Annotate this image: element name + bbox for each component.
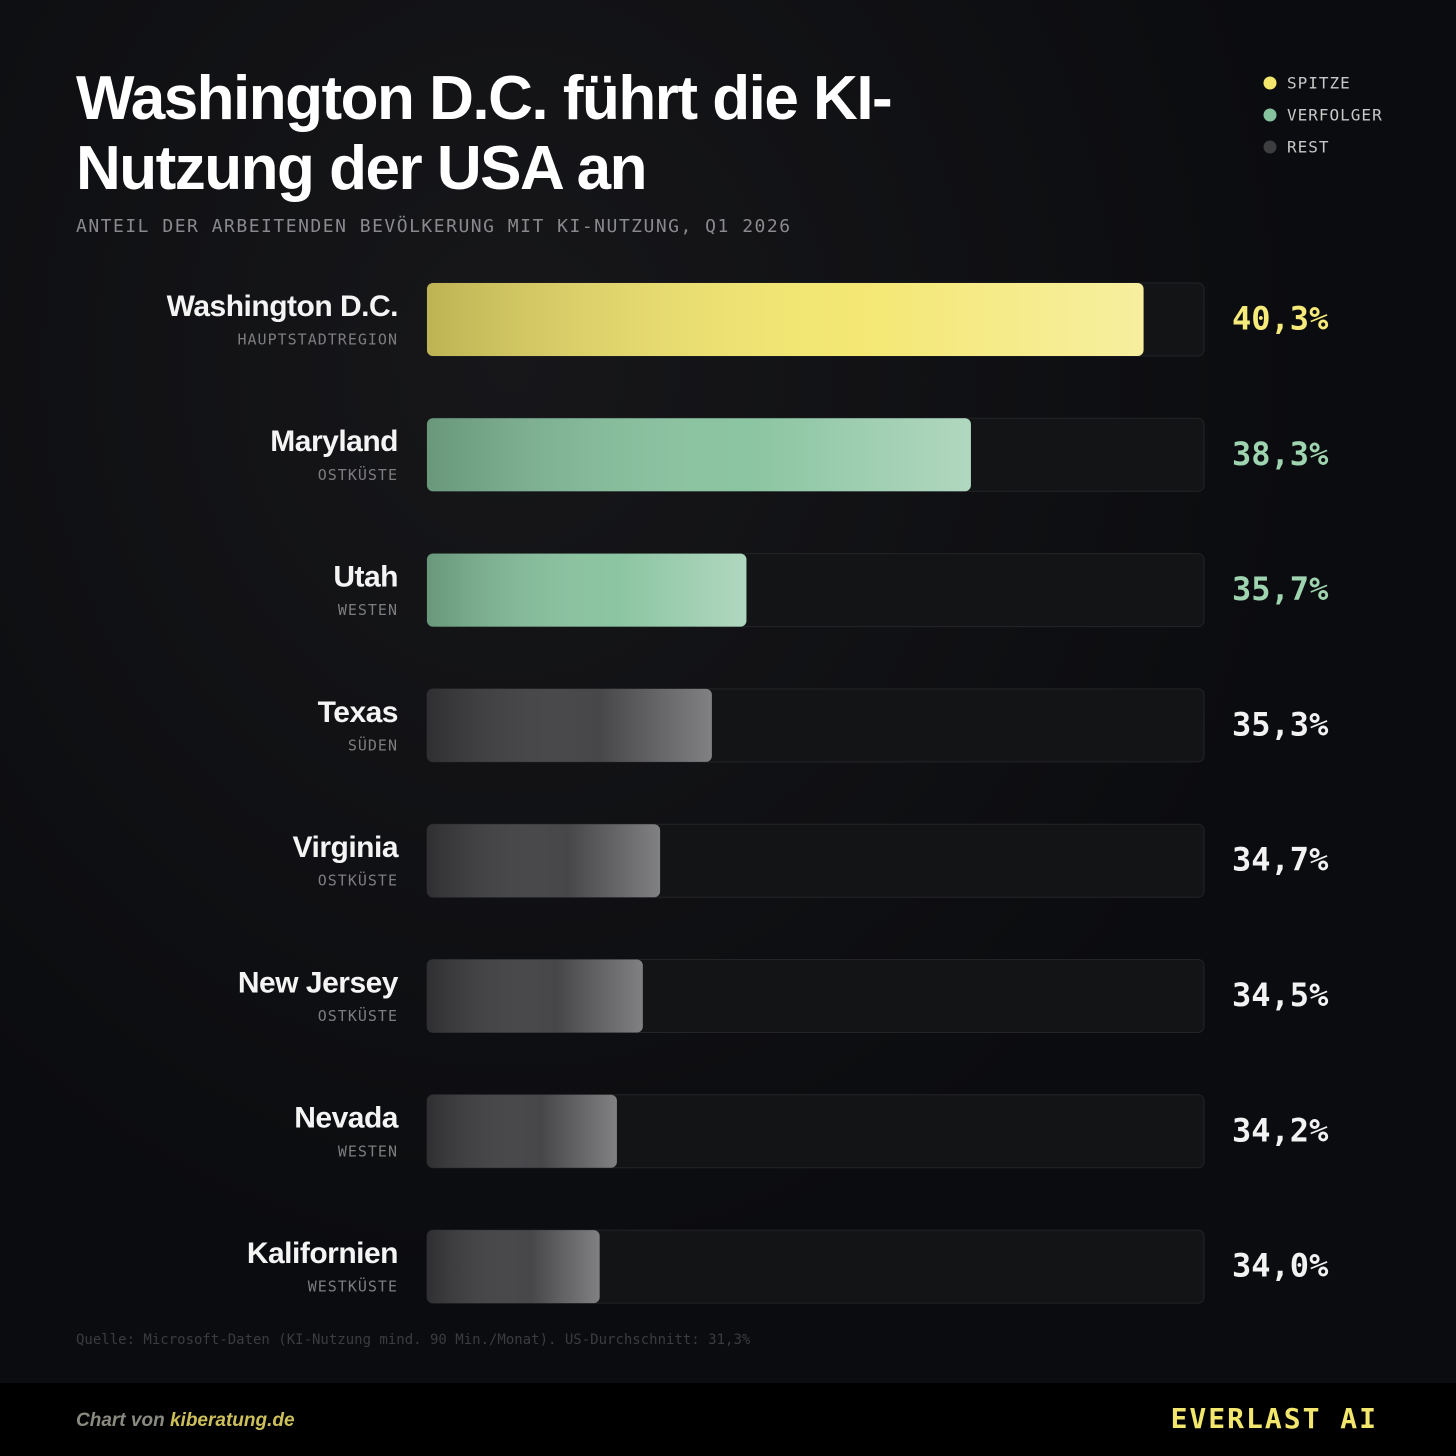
region-label: OSTKÜSTE (318, 871, 398, 890)
bar-shine (427, 283, 1144, 356)
value-label: 35,3% (1232, 705, 1329, 743)
value-label: 34,2% (1232, 1111, 1329, 1149)
region-label: OSTKÜSTE (318, 1006, 398, 1025)
credit-prefix: Chart von (76, 1410, 165, 1431)
legend-label: REST (1287, 138, 1330, 157)
category-label: Nevada (294, 1102, 399, 1135)
category-label: Texas (318, 696, 398, 729)
brand: EVERLAST AI (1171, 1402, 1378, 1435)
bar-shine (427, 824, 661, 898)
category-label: Kalifornien (247, 1237, 398, 1270)
legend-label: VERFOLGER (1287, 106, 1383, 125)
bar-shine (427, 688, 712, 762)
region-label: WESTEN (338, 601, 398, 619)
value-label: 34,0% (1232, 1247, 1329, 1285)
bar-shine (427, 553, 747, 627)
region-label: HAUPTSTADTREGION (238, 331, 399, 349)
category-label: Maryland (270, 425, 398, 458)
value-label: 34,7% (1232, 841, 1329, 879)
legend-swatch (1263, 140, 1277, 154)
value-label: 35,7% (1232, 570, 1329, 608)
region-label: OSTKÜSTE (318, 465, 398, 484)
footer-band (0, 1383, 1456, 1456)
value-label: 38,3% (1232, 435, 1329, 473)
credit: Chart von kiberatung.de (76, 1410, 295, 1431)
legend-label: SPITZE (1287, 74, 1351, 93)
category-label: New Jersey (238, 966, 399, 999)
legend-swatch (1263, 76, 1277, 90)
bar-shine (427, 959, 643, 1033)
legend-swatch (1263, 108, 1277, 122)
category-label: Utah (333, 561, 398, 594)
region-label: WESTKÜSTE (308, 1277, 398, 1296)
credit-link: kiberatung.de (170, 1410, 295, 1431)
chart-title: Washington D.C. führt die KI-Nutzung der… (76, 64, 893, 203)
value-label: 34,5% (1232, 976, 1329, 1014)
bar-shine (427, 1230, 600, 1304)
bar-shine (427, 418, 971, 492)
subtitle: ANTEIL DER ARBEITENDEN BEVÖLKERUNG MIT K… (76, 215, 792, 237)
region-label: WESTEN (338, 1142, 398, 1160)
value-label: 40,3% (1232, 300, 1329, 338)
region-label: SÜDEN (348, 735, 398, 754)
bar-shine (427, 1094, 617, 1168)
source: Quelle: Microsoft-Daten (KI-Nutzung mind… (76, 1332, 751, 1348)
category-label: Virginia (293, 831, 399, 864)
category-label: Washington D.C. (167, 290, 398, 323)
